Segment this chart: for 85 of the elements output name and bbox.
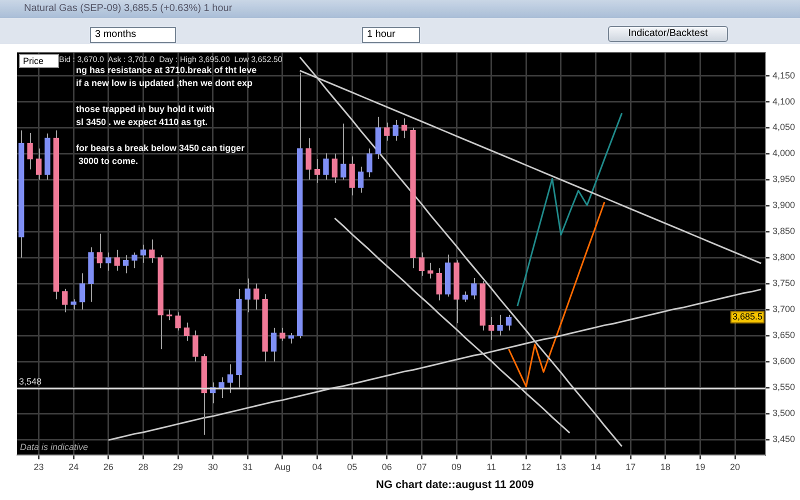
candlestick (314, 158, 320, 184)
candlestick (227, 364, 234, 394)
candlestick (462, 290, 468, 302)
candlestick (114, 249, 120, 272)
candlestick (306, 138, 312, 180)
x-tick-label: 12 (521, 462, 532, 472)
y-tick-label: 4,100 (772, 96, 796, 106)
candlestick (358, 166, 364, 194)
y-tick-label: 3,800 (772, 252, 796, 262)
candlestick (392, 119, 398, 142)
x-tick-label: 26 (103, 462, 114, 472)
y-tick-label: 3,750 (772, 278, 796, 288)
candlestick (497, 314, 503, 336)
text: 1 hour (362, 27, 420, 43)
candlestick (254, 283, 260, 310)
x-tick-label: 04 (312, 462, 322, 472)
candlestick (384, 122, 390, 142)
candlestick (140, 244, 146, 264)
text: 3 months (90, 27, 176, 43)
x-tick-label: 17 (626, 462, 636, 472)
y-tick-label: 4,000 (772, 148, 796, 158)
y-tick-label: 4,050 (772, 122, 796, 132)
text: NG chart date::august 11 2009 (376, 479, 534, 491)
candlestick (401, 118, 408, 139)
chart-title: Natural Gas (SEP-09) 3,685.5 (+0.63%) 1 hour (0, 0, 800, 18)
x-tick-label: 18 (660, 462, 670, 472)
x-tick-label: 06 (382, 462, 392, 472)
candlestick (132, 252, 138, 269)
candlestick (471, 277, 477, 300)
x-tick-label: 31 (242, 462, 253, 472)
candlestick (184, 322, 190, 342)
annotation: Data is indicative (20, 442, 88, 452)
y-tick-label: 3,950 (772, 174, 796, 184)
x-tick-label: 14 (590, 462, 601, 472)
candlestick (280, 327, 286, 342)
x-tick-label: 24 (68, 462, 79, 472)
candlestick (27, 132, 33, 170)
y-tick-label: 3,550 (772, 382, 796, 392)
candlestick (488, 316, 494, 340)
text: Indicator/Backtest (608, 26, 728, 42)
candlestick (436, 268, 442, 301)
ref-line-label: 3,548 (19, 376, 42, 387)
candlestick (79, 272, 86, 310)
y-tick-label: 3,650 (772, 330, 796, 340)
x-tick-label: 29 (173, 462, 184, 472)
candlestick (70, 298, 76, 310)
candlestick (218, 376, 224, 399)
x-tick-label: 20 (730, 462, 740, 472)
annotation: 3,685.5 (732, 312, 762, 322)
x-tick-label: 09 (452, 462, 462, 472)
candlestick (62, 288, 68, 313)
candlestick (506, 314, 512, 331)
y-tick-label: 4,150 (772, 70, 796, 80)
candlestick (192, 330, 198, 362)
candlestick (175, 312, 181, 331)
x-tick-label: 23 (34, 462, 44, 472)
candlestick (122, 254, 129, 274)
y-tick-label: 3,600 (772, 356, 796, 366)
candlestick (106, 252, 112, 272)
candlestick (270, 327, 277, 362)
candlestick (366, 148, 372, 178)
y-tick-label: 3,700 (772, 304, 796, 314)
candlestick (96, 233, 103, 269)
x-tick-label: 13 (556, 462, 566, 472)
candlestick (340, 123, 346, 180)
candlestick (332, 153, 338, 184)
annotation: Bid : 3,670.0 Ask : 3,701.0 Day : High 3,695.00 Low 3,652.50 (59, 55, 282, 64)
x-tick-label: 28 (138, 462, 148, 472)
y-tick-label: 3,850 (772, 226, 796, 236)
candlestick (418, 252, 425, 276)
x-tick-label: 11 (486, 462, 496, 472)
candlestick (36, 148, 42, 180)
x-tick-label: Aug (274, 462, 290, 472)
x-tick-label: 19 (695, 462, 706, 472)
annotation: Price (19, 54, 59, 68)
y-tick-label: 3,450 (772, 434, 796, 444)
candlestick (244, 278, 250, 313)
x-tick-label: 30 (208, 462, 218, 472)
y-tick-label: 3,900 (772, 200, 796, 210)
y-tick-label: 3,500 (772, 408, 796, 418)
candlestick (323, 152, 329, 180)
text: ng has resistance at 3710.break of tht leve if a new low is updated ,then we dont exp those trapped in buy hold it with sl 3450 . we expect 4110 as tgt. for bears a break below 3450 can tigger 3000 to come. (76, 65, 257, 166)
x-tick-label: 07 (416, 462, 427, 472)
x-tick-label: 05 (347, 462, 358, 472)
candlestick (149, 239, 155, 264)
